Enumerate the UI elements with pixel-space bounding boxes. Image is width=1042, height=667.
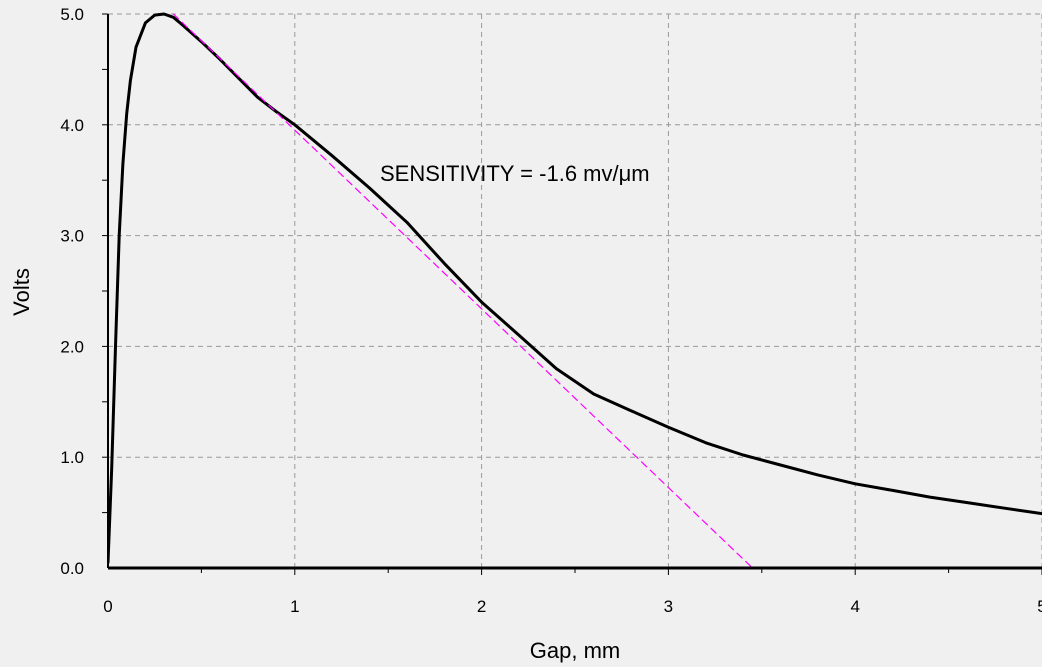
x-tick-label: 5 xyxy=(1037,597,1042,616)
x-tick-label: 1 xyxy=(290,597,299,616)
y-tick-label: 0.0 xyxy=(60,559,84,578)
y-tick-label: 1.0 xyxy=(60,448,84,467)
series-line-response xyxy=(108,12,1042,564)
grid xyxy=(108,13,1042,568)
y-tick-label: 5.0 xyxy=(60,5,84,24)
y-axis-title: Volts xyxy=(9,268,34,316)
sensitivity-annotation: SENSITIVITY = -1.6 mv/μm xyxy=(380,161,650,186)
plot-area xyxy=(108,12,1042,568)
x-tick-label: 0 xyxy=(103,597,112,616)
x-tick-label: 4 xyxy=(850,597,859,616)
y-tick-label: 3.0 xyxy=(60,227,84,246)
axes xyxy=(102,13,1042,575)
series-line-fit xyxy=(172,13,754,568)
x-axis-title: Gap, mm xyxy=(530,638,620,663)
y-tick-label: 2.0 xyxy=(60,337,84,356)
x-tick-label: 2 xyxy=(477,597,486,616)
x-tick-label: 3 xyxy=(664,597,673,616)
tick-labels: 0 1 2 3 4 5 0.0 1.0 2.0 3.0 4.0 5.0 xyxy=(60,5,1042,616)
y-tick-label: 4.0 xyxy=(60,116,84,135)
